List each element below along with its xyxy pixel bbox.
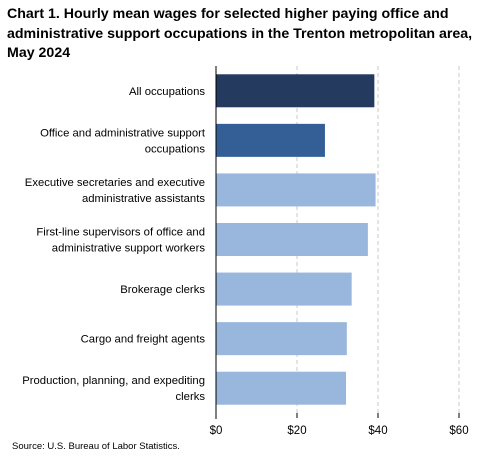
x-tick-label: $20	[287, 425, 306, 437]
bar	[216, 272, 352, 306]
category-label: Production, planning, and expediting cler…	[22, 375, 205, 403]
category-label: Cargo and freight agents	[81, 334, 206, 346]
category-label: Executive secretaries and executive admin…	[25, 177, 206, 205]
bar	[216, 322, 347, 356]
chart-title: Chart 1. Hourly mean wages for selected …	[7, 6, 473, 61]
category-label: Office and administrative support occupat…	[40, 127, 206, 155]
bar	[216, 223, 368, 256]
x-tick-label: $60	[449, 425, 468, 437]
bar	[216, 173, 376, 207]
category-label: First-line supervisors of office and admi…	[36, 227, 205, 255]
bar	[216, 371, 347, 405]
category-label: All occupations	[129, 86, 205, 98]
bar	[216, 123, 325, 157]
source-note: Source: U.S. Bureau of Labor Statistics.	[12, 441, 180, 452]
bar	[216, 74, 375, 108]
x-tick-label: $0	[210, 425, 223, 437]
x-tick-label: $40	[368, 425, 387, 437]
category-label: Brokerage clerks	[120, 284, 205, 296]
